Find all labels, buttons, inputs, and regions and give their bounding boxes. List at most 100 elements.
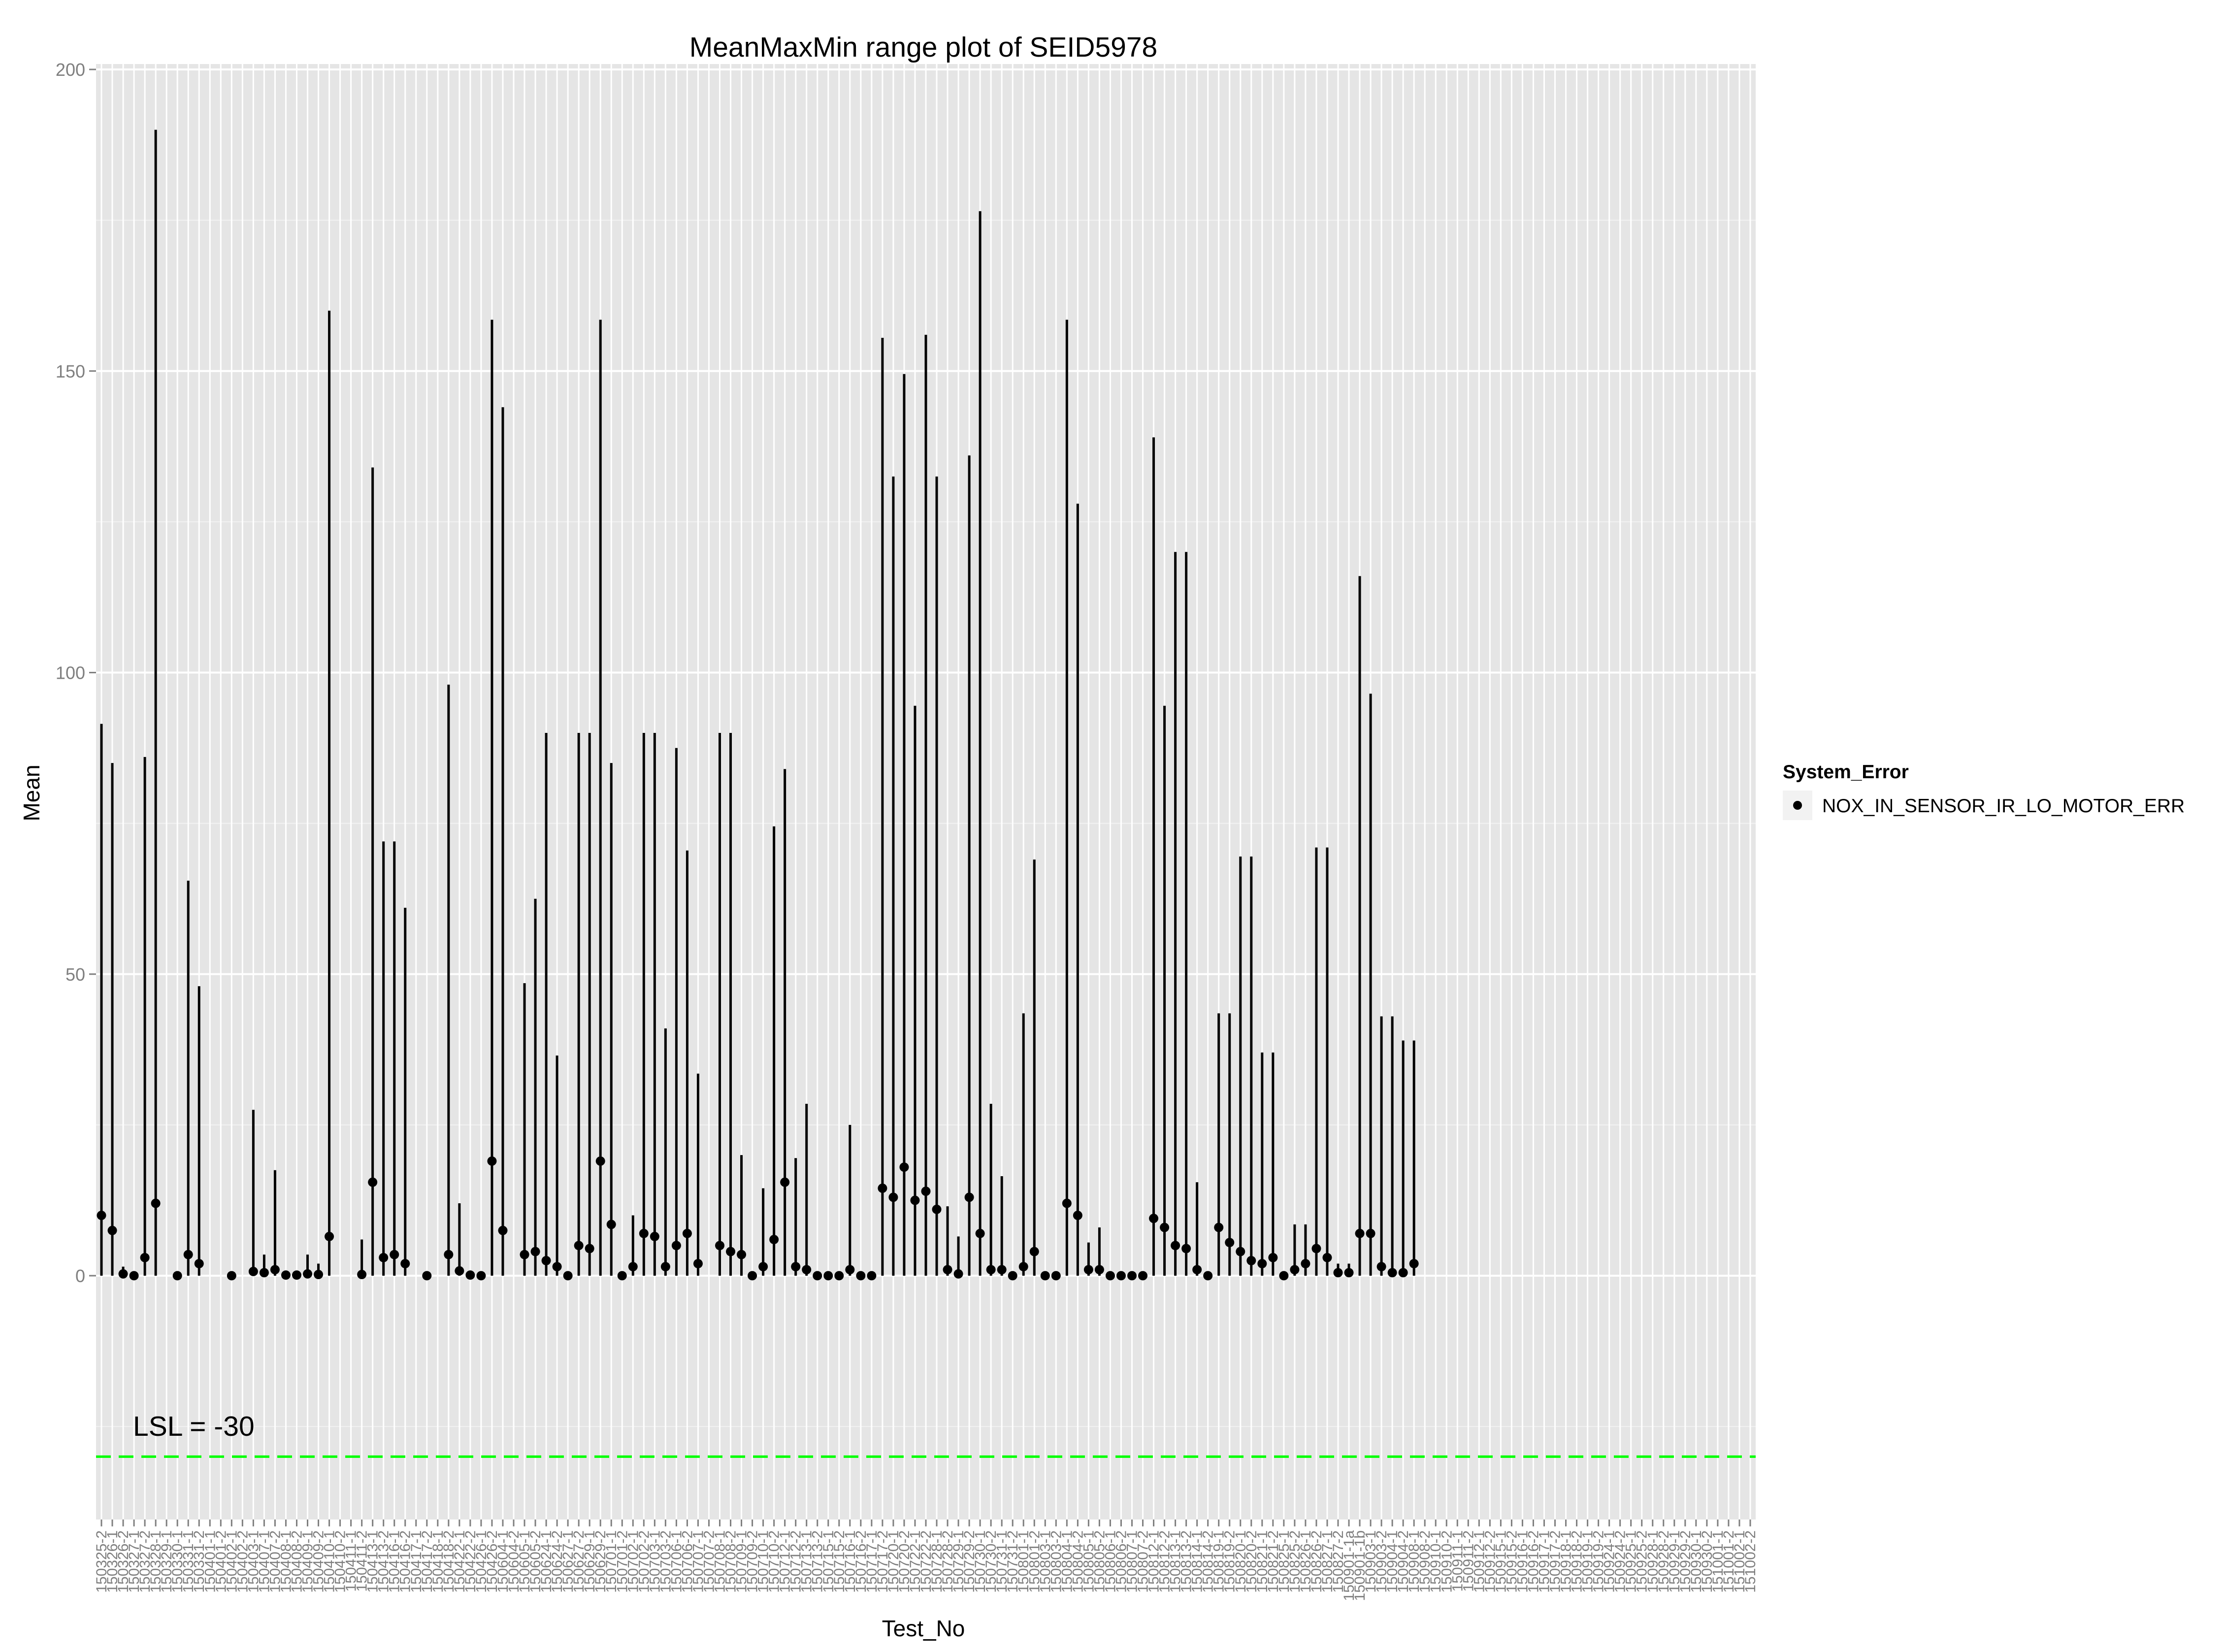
x-tick-label: 150706-2	[679, 1530, 695, 1593]
x-tick-label: 150910-1	[1428, 1530, 1444, 1593]
x-tick-label: 150409-2	[311, 1530, 327, 1593]
mean-point	[682, 1228, 692, 1238]
x-tick-label: 150929-1	[1667, 1530, 1683, 1593]
mean-point	[390, 1250, 399, 1259]
x-tick-label: 150703-2	[657, 1530, 674, 1593]
x-tick-label: 150813-2	[1178, 1530, 1195, 1593]
x-tick-label: 150903-2	[1374, 1530, 1390, 1593]
mean-point	[1236, 1247, 1245, 1256]
x-tick-label: 150409-1	[300, 1530, 316, 1593]
x-tick-label: 150801-1	[1015, 1530, 1032, 1593]
x-tick-label: 151001-1	[1710, 1530, 1726, 1593]
x-tick-label: 150712-2	[788, 1530, 804, 1593]
x-tick-label: 150805-1	[1080, 1530, 1097, 1593]
mean-point	[845, 1265, 855, 1275]
x-tick-label: 150929-2	[1677, 1530, 1694, 1593]
x-tick-label: 150804-1	[1059, 1530, 1075, 1593]
x-tick-label: 150807-2	[1135, 1530, 1151, 1593]
x-tick-label: 150708-2	[723, 1530, 739, 1593]
x-tick-label: 150917-1	[1536, 1530, 1552, 1593]
mean-point	[737, 1250, 747, 1259]
x-tick-label: 150820-1	[1233, 1530, 1249, 1593]
mean-point	[715, 1241, 725, 1251]
mean-point	[867, 1271, 877, 1281]
x-tick-label: 151002-2	[1742, 1530, 1759, 1593]
x-tick-label: 150812-2	[1157, 1530, 1173, 1593]
y-tick-label: 150	[56, 361, 85, 381]
lsl-reference-label: LSL = -30	[133, 1411, 255, 1442]
x-tick-label: 150916-2	[1525, 1530, 1541, 1593]
x-tick-label: 150417-1	[408, 1530, 425, 1593]
mean-point	[1290, 1265, 1300, 1275]
mean-point	[910, 1195, 920, 1205]
x-tick-label: 150407-1	[256, 1530, 272, 1593]
x-tick-label: 150331-2	[191, 1530, 207, 1593]
x-tick-label: 150729-1	[950, 1530, 967, 1593]
x-tick-label: 150702-1	[625, 1530, 641, 1593]
mean-point	[292, 1270, 301, 1280]
mean-point	[1040, 1271, 1050, 1281]
x-tick-label: 150417-2	[419, 1530, 435, 1593]
x-tick-label: 150826-1	[1298, 1530, 1314, 1593]
x-tick-label: 150328-1	[148, 1530, 164, 1593]
mean-point	[183, 1250, 193, 1259]
x-tick-label: 150728-2	[940, 1530, 956, 1593]
mean-point	[606, 1220, 616, 1229]
mean-point	[325, 1231, 334, 1241]
mean-point	[1160, 1222, 1170, 1232]
x-tick-label: 150930-2	[1699, 1530, 1715, 1593]
mean-point	[118, 1269, 128, 1279]
mean-point	[791, 1262, 801, 1272]
mean-point	[194, 1259, 204, 1269]
mean-point	[1376, 1262, 1386, 1272]
x-tick-label: 150411-1	[343, 1530, 360, 1592]
mean-point	[1268, 1253, 1278, 1262]
mean-point	[541, 1256, 551, 1265]
mean-point	[943, 1265, 952, 1275]
x-tick-label: 150701-2	[614, 1530, 630, 1593]
x-tick-label: 150706-1	[668, 1530, 685, 1593]
x-tick-label: 150422-2	[462, 1530, 479, 1593]
y-tick-label: 100	[56, 663, 85, 683]
x-tick-label: 150605-2	[527, 1530, 544, 1593]
mean-point	[530, 1247, 540, 1256]
x-tick-label: 150715-2	[831, 1530, 848, 1593]
x-tick-label: 150819-2	[1222, 1530, 1238, 1593]
x-tick-label: 150707-2	[701, 1530, 717, 1593]
mean-point	[650, 1231, 659, 1241]
x-tick-label: 150326-1	[104, 1530, 121, 1593]
mean-point	[1246, 1256, 1256, 1265]
legend-title: System_Error	[1783, 761, 1909, 783]
x-tick-label: 150813-1	[1168, 1530, 1184, 1593]
x-tick-label: 150722-2	[918, 1530, 934, 1593]
x-tick-label: 150413-1	[365, 1530, 381, 1593]
mean-point	[997, 1265, 1007, 1275]
x-tick-label: 150604-2	[506, 1530, 522, 1593]
mean-point	[520, 1250, 529, 1259]
x-tick-label: 150805-2	[1091, 1530, 1108, 1593]
mean-point	[498, 1225, 508, 1235]
mean-point	[1333, 1268, 1343, 1278]
x-tick-label: 150408-1	[278, 1530, 294, 1593]
mean-point	[1398, 1268, 1408, 1278]
x-tick-label: 150814-1	[1189, 1530, 1206, 1593]
mean-point	[1322, 1253, 1332, 1262]
mean-point	[1355, 1228, 1365, 1238]
mean-point	[1192, 1265, 1202, 1275]
mean-point	[1257, 1259, 1267, 1269]
mean-point	[314, 1270, 324, 1280]
mean-point	[964, 1192, 974, 1202]
x-tick-label: 150720-1	[885, 1530, 902, 1593]
x-tick-label: 150629-1	[582, 1530, 598, 1593]
mean-point	[726, 1247, 736, 1256]
x-tick-label: 150925-2	[1634, 1530, 1650, 1593]
x-tick-label: 150709-1	[734, 1530, 750, 1593]
x-tick-label: 150402-1	[224, 1530, 240, 1593]
x-tick-label: 150418-1	[430, 1530, 446, 1593]
mean-point	[671, 1241, 681, 1251]
mean-point	[888, 1192, 898, 1202]
x-tick-label: 150731-2	[1005, 1530, 1021, 1593]
x-tick-label: 150928-2	[1656, 1530, 1672, 1593]
mean-point	[1387, 1268, 1397, 1278]
